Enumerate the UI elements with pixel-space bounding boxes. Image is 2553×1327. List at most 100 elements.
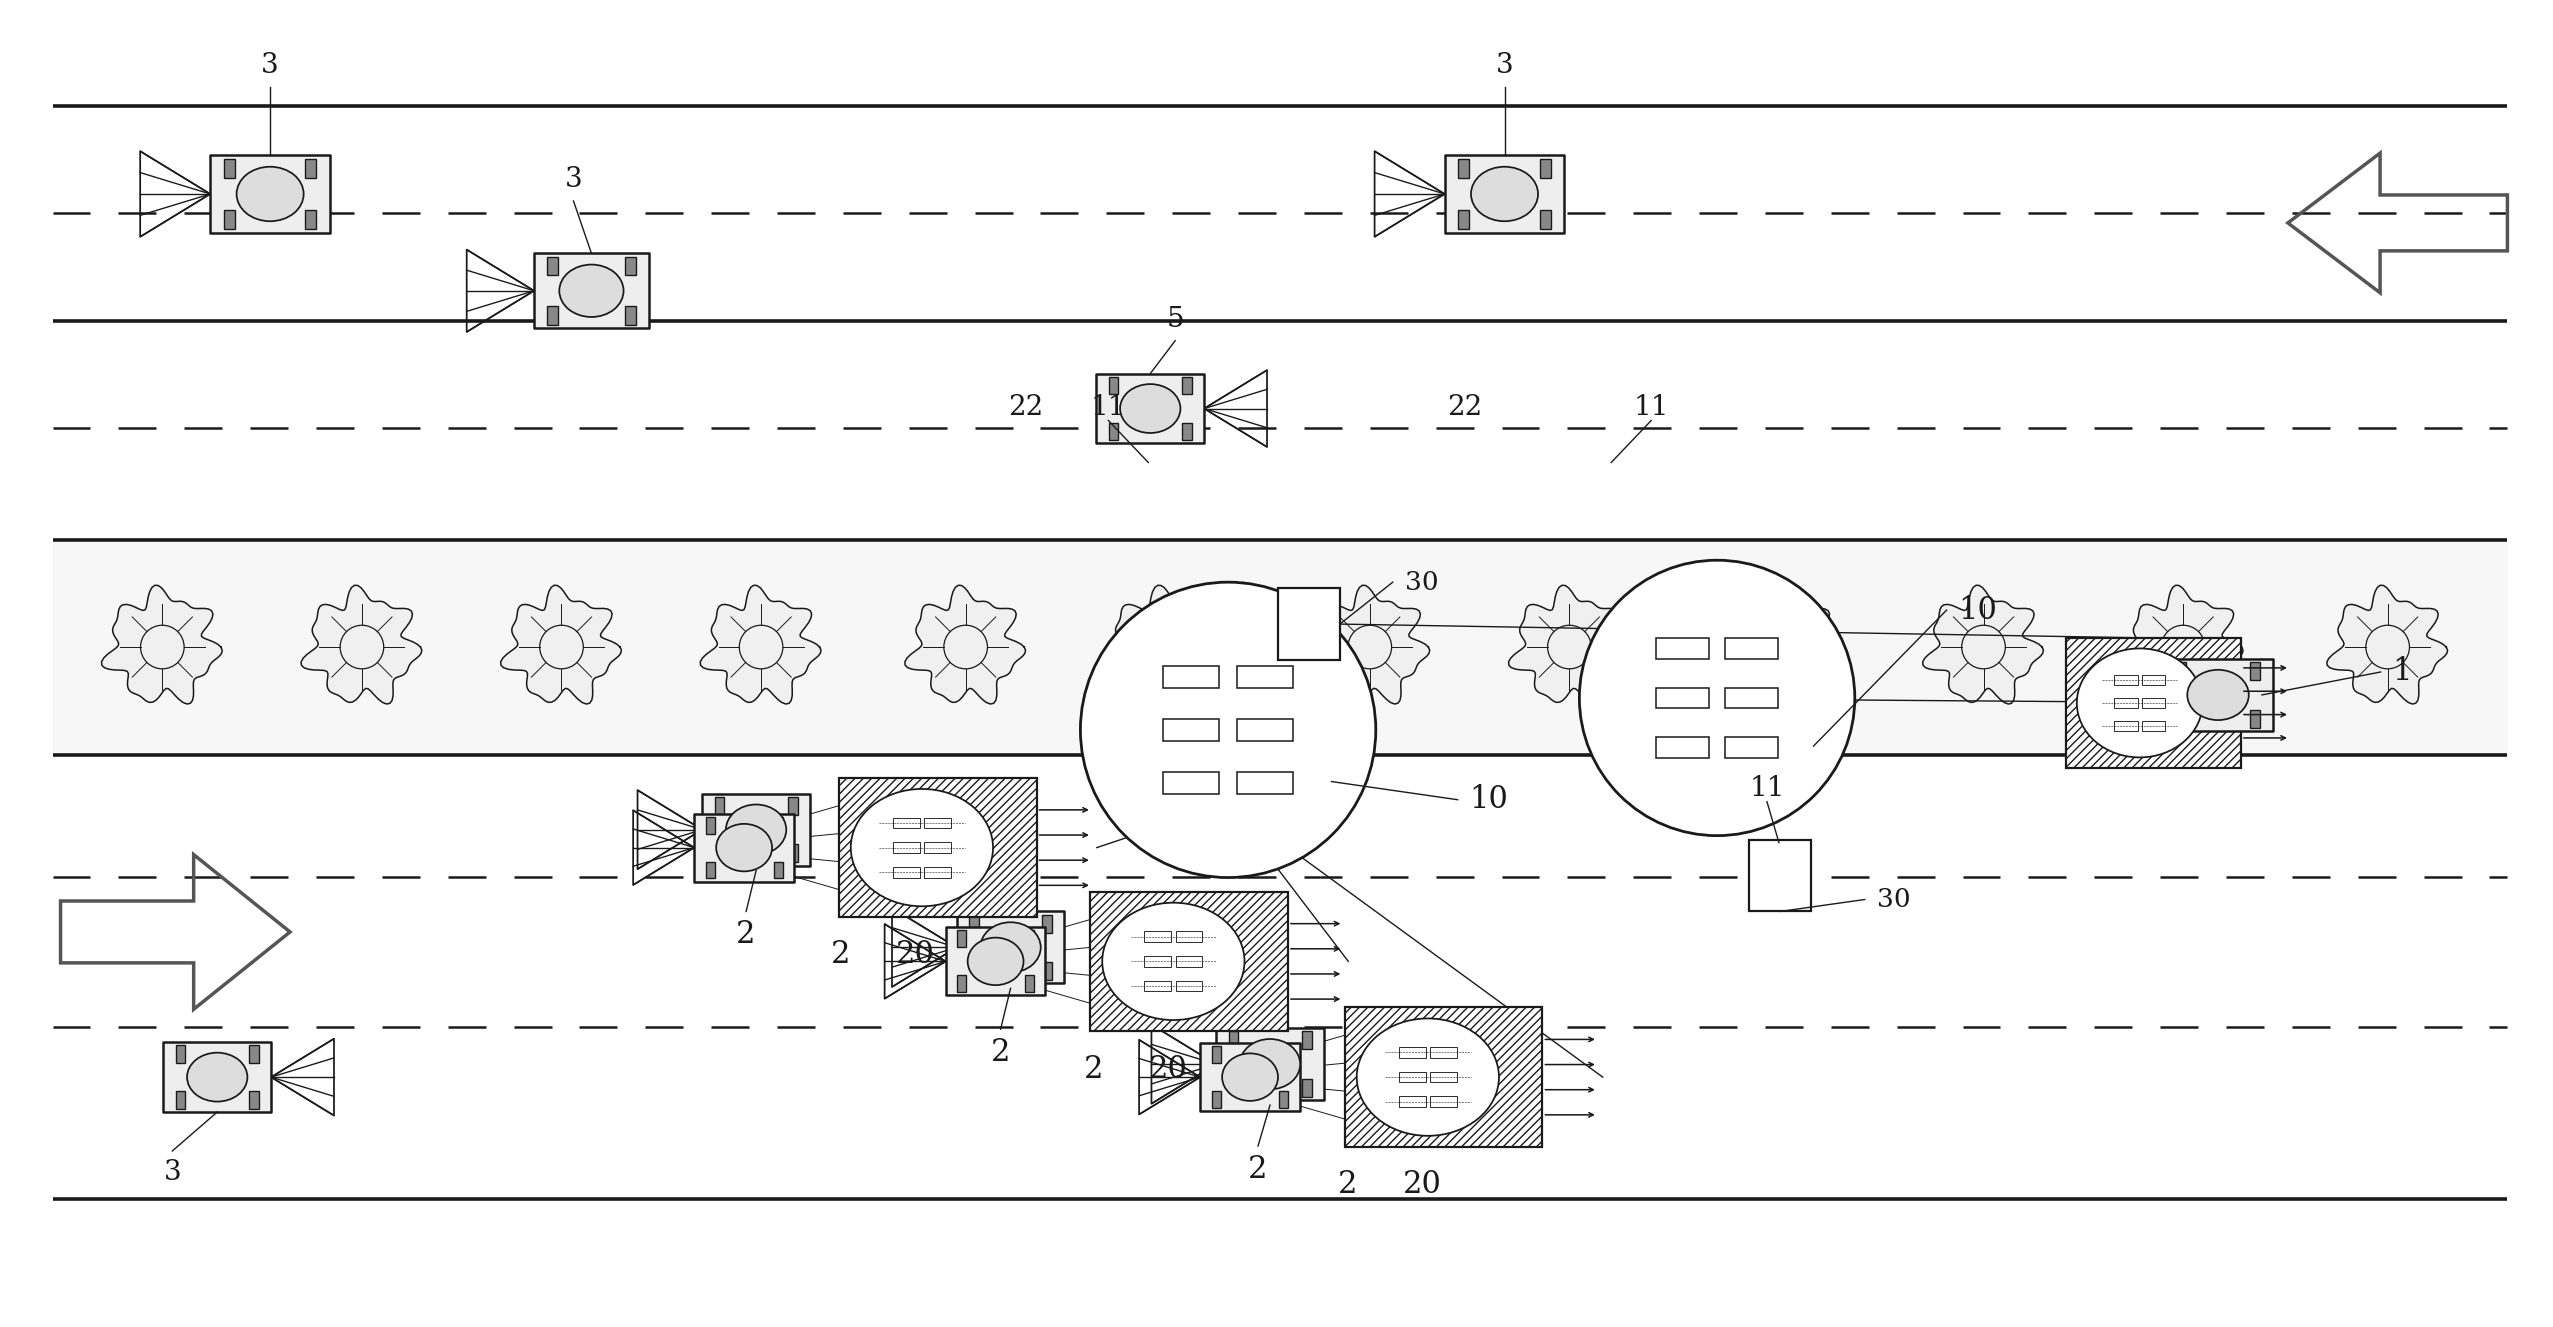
Text: 10: 10: [1958, 594, 1996, 625]
Text: 2: 2: [1082, 1054, 1103, 1085]
Bar: [924, 817, 950, 828]
Ellipse shape: [186, 1052, 248, 1101]
Bar: [1164, 719, 1220, 740]
Text: 3: 3: [564, 166, 582, 192]
Text: 2: 2: [1338, 1169, 1358, 1200]
Bar: [1726, 687, 1777, 709]
Bar: [715, 798, 725, 815]
Bar: [774, 816, 784, 833]
Bar: [1458, 210, 1468, 230]
Text: 11: 11: [1749, 775, 1785, 802]
Text: 3: 3: [1496, 52, 1514, 80]
Bar: [894, 843, 919, 853]
Bar: [1042, 962, 1052, 981]
Bar: [957, 912, 1065, 983]
Ellipse shape: [1103, 902, 1243, 1020]
Bar: [176, 1091, 186, 1109]
Polygon shape: [102, 585, 222, 705]
Text: 20: 20: [896, 940, 934, 970]
Bar: [2114, 675, 2137, 685]
Bar: [1749, 840, 1810, 912]
Bar: [1445, 155, 1565, 234]
Bar: [970, 962, 978, 981]
Bar: [1238, 772, 1292, 794]
Bar: [1228, 1031, 1238, 1050]
Text: 30: 30: [1876, 886, 1910, 912]
Bar: [1726, 638, 1777, 658]
Bar: [924, 843, 950, 853]
Polygon shape: [1105, 585, 1225, 705]
Bar: [957, 930, 965, 947]
Bar: [774, 861, 784, 878]
Polygon shape: [700, 585, 822, 705]
Bar: [705, 861, 715, 878]
Circle shape: [1080, 583, 1376, 877]
Text: 10: 10: [1471, 784, 1509, 815]
Bar: [1213, 1091, 1220, 1108]
Bar: [2249, 710, 2259, 727]
Text: 3: 3: [163, 1158, 181, 1186]
Bar: [625, 307, 636, 325]
Bar: [1302, 1079, 1312, 1097]
Polygon shape: [2326, 585, 2448, 705]
Polygon shape: [904, 585, 1026, 705]
Bar: [1238, 666, 1292, 687]
Bar: [1279, 588, 1340, 660]
Bar: [702, 794, 809, 865]
Text: 1: 1: [2392, 657, 2413, 687]
Polygon shape: [1509, 585, 1629, 705]
Bar: [789, 798, 797, 815]
Bar: [1182, 423, 1192, 441]
Bar: [840, 778, 1037, 917]
Bar: [306, 158, 317, 178]
Bar: [1430, 1096, 1458, 1107]
Text: 20: 20: [1404, 1169, 1442, 1200]
Bar: [2175, 710, 2185, 727]
Bar: [1024, 975, 1034, 993]
Bar: [1539, 158, 1550, 178]
Bar: [250, 1091, 258, 1109]
Bar: [1399, 1072, 1425, 1083]
Text: 2: 2: [991, 1038, 1011, 1068]
Bar: [2249, 662, 2259, 681]
Bar: [1302, 1031, 1312, 1050]
Bar: [1144, 932, 1172, 942]
Polygon shape: [500, 585, 620, 705]
Bar: [1458, 158, 1468, 178]
Bar: [225, 158, 235, 178]
Text: 30: 30: [1404, 569, 1437, 594]
Bar: [1238, 719, 1292, 740]
Bar: [534, 253, 648, 328]
Bar: [789, 844, 797, 863]
Bar: [1144, 981, 1172, 991]
Bar: [894, 867, 919, 877]
Bar: [1430, 1072, 1458, 1083]
Text: 2: 2: [832, 940, 850, 970]
Text: 2: 2: [735, 920, 756, 950]
Text: 11: 11: [1090, 394, 1126, 421]
Bar: [176, 1046, 186, 1063]
Ellipse shape: [725, 804, 786, 855]
Polygon shape: [301, 585, 421, 705]
Ellipse shape: [1223, 1054, 1279, 1101]
Bar: [2142, 698, 2165, 707]
Bar: [2065, 638, 2242, 768]
Bar: [1399, 1047, 1425, 1058]
Bar: [2175, 662, 2185, 681]
Bar: [250, 1046, 258, 1063]
Bar: [2162, 660, 2272, 731]
Bar: [957, 975, 965, 993]
Text: 22: 22: [1008, 394, 1044, 421]
Bar: [1108, 423, 1118, 441]
Bar: [894, 817, 919, 828]
Bar: [1177, 981, 1202, 991]
Bar: [546, 307, 557, 325]
Bar: [1200, 1043, 1299, 1111]
Bar: [225, 210, 235, 230]
Polygon shape: [1310, 585, 1430, 705]
Bar: [1095, 374, 1205, 443]
Polygon shape: [2122, 585, 2244, 705]
Ellipse shape: [1356, 1018, 1499, 1136]
Bar: [1042, 914, 1052, 933]
Bar: [625, 256, 636, 276]
